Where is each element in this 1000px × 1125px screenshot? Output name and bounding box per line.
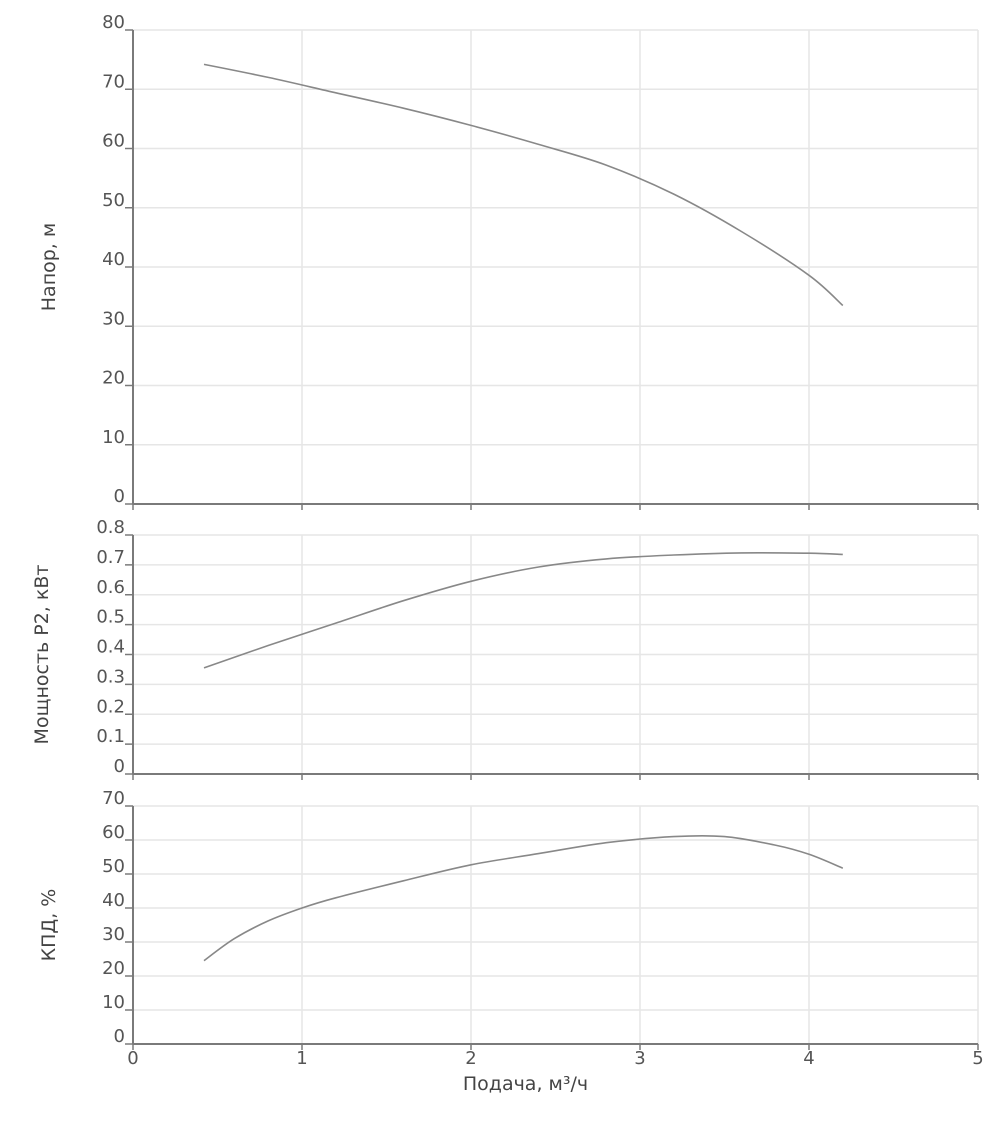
x-tick-label-5: 5: [972, 1048, 983, 1069]
y-tick-label-0-3: 30: [102, 308, 125, 329]
x-tick-label-4: 4: [803, 1048, 814, 1069]
series-line-0-0: [203, 63, 844, 307]
x-axis-title: Подача, м³/ч: [463, 1073, 588, 1095]
x-tick-label-1: 1: [296, 1048, 307, 1069]
x-tick-label-3: 3: [634, 1048, 645, 1069]
y-tick-label-2-3: 30: [102, 924, 125, 945]
y-tick-label-2-0: 0: [114, 1026, 125, 1047]
y-tick-label-1-0: 0: [114, 756, 125, 777]
y-tick-label-1-5: 0.5: [96, 607, 125, 628]
y-tick-label-0-1: 10: [102, 427, 125, 448]
y-tick-label-0-4: 40: [102, 249, 125, 270]
y-tick-label-0-7: 70: [102, 71, 125, 92]
x-tick-label-2: 2: [465, 1048, 476, 1069]
y-tick-label-1-4: 0.4: [96, 637, 125, 658]
y-tick-label-1-2: 0.2: [96, 696, 125, 717]
y-axis-title-0: Напор, м: [38, 223, 60, 311]
y-tick-label-1-6: 0.6: [96, 577, 125, 598]
y-axis-title-1: Мощность P2, кВт: [31, 565, 53, 745]
y-axis-title-2: КПД, %: [38, 889, 60, 962]
x-tick-label-0: 0: [127, 1048, 138, 1069]
y-tick-label-1-8: 0.8: [96, 517, 125, 538]
y-tick-label-0-2: 20: [102, 368, 125, 389]
y-tick-label-2-2: 20: [102, 958, 125, 979]
y-tick-label-2-7: 70: [102, 788, 125, 809]
y-tick-label-2-6: 60: [102, 822, 125, 843]
y-tick-label-2-4: 40: [102, 890, 125, 911]
y-tick-label-2-1: 10: [102, 992, 125, 1013]
y-tick-label-1-7: 0.7: [96, 547, 125, 568]
series-line-2-0: [203, 834, 844, 962]
y-tick-label-0-0: 0: [114, 486, 125, 507]
y-tick-label-2-5: 50: [102, 856, 125, 877]
y-tick-label-1-3: 0.3: [96, 666, 125, 687]
y-tick-label-1-1: 0.1: [96, 726, 125, 747]
series-line-1-0: [203, 551, 843, 669]
y-tick-label-0-5: 50: [102, 190, 125, 211]
y-tick-label-0-8: 80: [102, 12, 125, 33]
y-tick-label-0-6: 60: [102, 131, 125, 152]
